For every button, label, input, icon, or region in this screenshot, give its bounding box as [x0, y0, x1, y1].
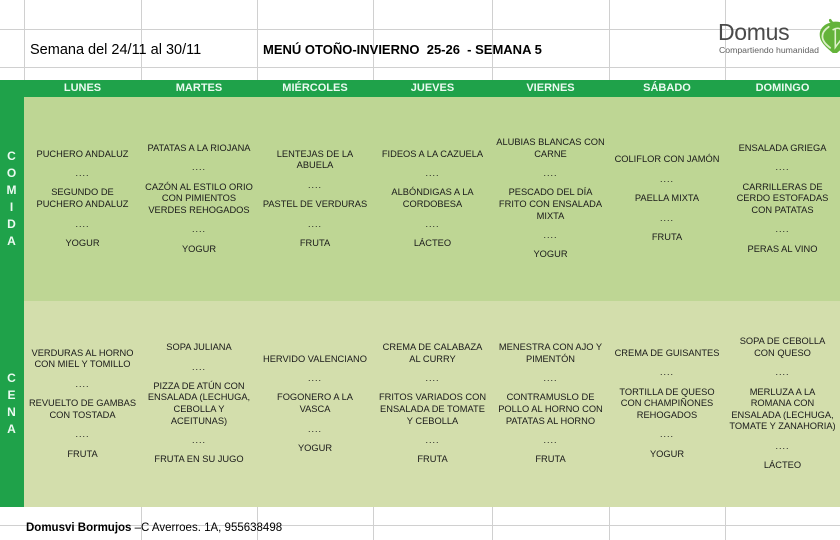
- svg-text:Domus: Domus: [718, 19, 789, 45]
